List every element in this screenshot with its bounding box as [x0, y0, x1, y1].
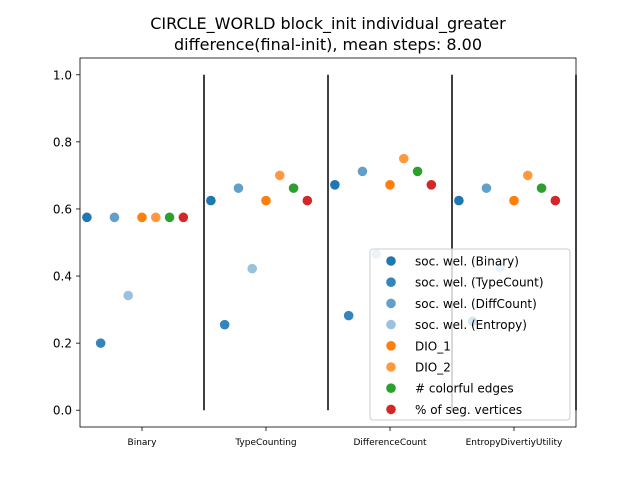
data-point — [288, 183, 299, 193]
y-tick-label: 1.0 — [53, 68, 72, 82]
legend-label: DIO_1 — [415, 339, 451, 353]
legend-marker — [386, 298, 396, 309]
data-point — [357, 166, 368, 177]
data-point — [150, 212, 161, 223]
legend-marker — [386, 362, 396, 372]
data-point — [164, 212, 175, 223]
data-point — [302, 195, 313, 206]
legend-marker — [386, 277, 396, 288]
chart-title-line-1: CIRCLE_WORLD block_init individual_great… — [150, 14, 506, 34]
data-point — [274, 170, 285, 181]
data-point — [123, 290, 134, 301]
legend-label: soc. wel. (DiffCount) — [415, 297, 537, 311]
data-point — [412, 166, 423, 177]
legend-box — [369, 248, 571, 421]
data-point — [398, 153, 409, 164]
data-point — [536, 183, 547, 193]
data-point — [330, 180, 340, 190]
data-point — [385, 180, 395, 190]
legend-label: soc. wel. (Entropy) — [415, 318, 527, 332]
y-tick-label: 0.8 — [53, 135, 72, 149]
data-point — [206, 195, 216, 206]
x-tick-label: TypeCounting — [234, 438, 296, 448]
x-tick-label: Binary — [128, 438, 158, 448]
y-tick-label: 0.6 — [53, 202, 72, 216]
legend-marker — [386, 319, 396, 330]
legend-marker — [386, 341, 396, 351]
legend-marker — [386, 404, 396, 415]
data-point — [95, 338, 106, 348]
data-point — [550, 195, 561, 206]
data-point — [343, 310, 354, 321]
plot-area: 0.0 0.2 0.4 0.6 0.8 1.0 Binary TypeCounting Diff… — [53, 57, 577, 448]
y-tick-label: 0.0 — [53, 404, 72, 418]
y-tick-label: 0.2 — [53, 337, 72, 351]
data-point — [454, 195, 464, 206]
legend-marker — [386, 383, 396, 394]
legend-label: soc. wel. (Binary) — [415, 255, 519, 269]
data-point — [426, 180, 437, 190]
data-point — [219, 319, 230, 330]
data-point — [261, 195, 271, 206]
legend-label: # colorful edges — [415, 382, 514, 396]
chart-title-line-2: difference(final-init), mean steps: 8.00 — [174, 35, 482, 54]
legend-label: % of seg. vertices — [415, 403, 522, 417]
data-point — [522, 170, 533, 181]
legend-label: soc. wel. (TypeCount) — [415, 276, 544, 290]
x-tick-label: DifferenceCount — [353, 438, 427, 448]
data-point — [481, 183, 492, 193]
data-point — [109, 212, 120, 223]
data-point — [233, 183, 244, 193]
data-point — [509, 195, 519, 206]
legend-marker — [386, 256, 396, 266]
data-point — [247, 263, 258, 274]
legend: soc. wel. (Binary) soc. wel. (TypeCount) s… — [369, 248, 571, 421]
x-tick-label: EntropyDivertiyUtility — [466, 438, 563, 448]
data-point — [178, 212, 189, 223]
data-point — [82, 212, 92, 223]
data-point — [137, 212, 147, 223]
y-tick-label: 0.4 — [53, 270, 72, 284]
legend-label: DIO_2 — [415, 361, 451, 375]
